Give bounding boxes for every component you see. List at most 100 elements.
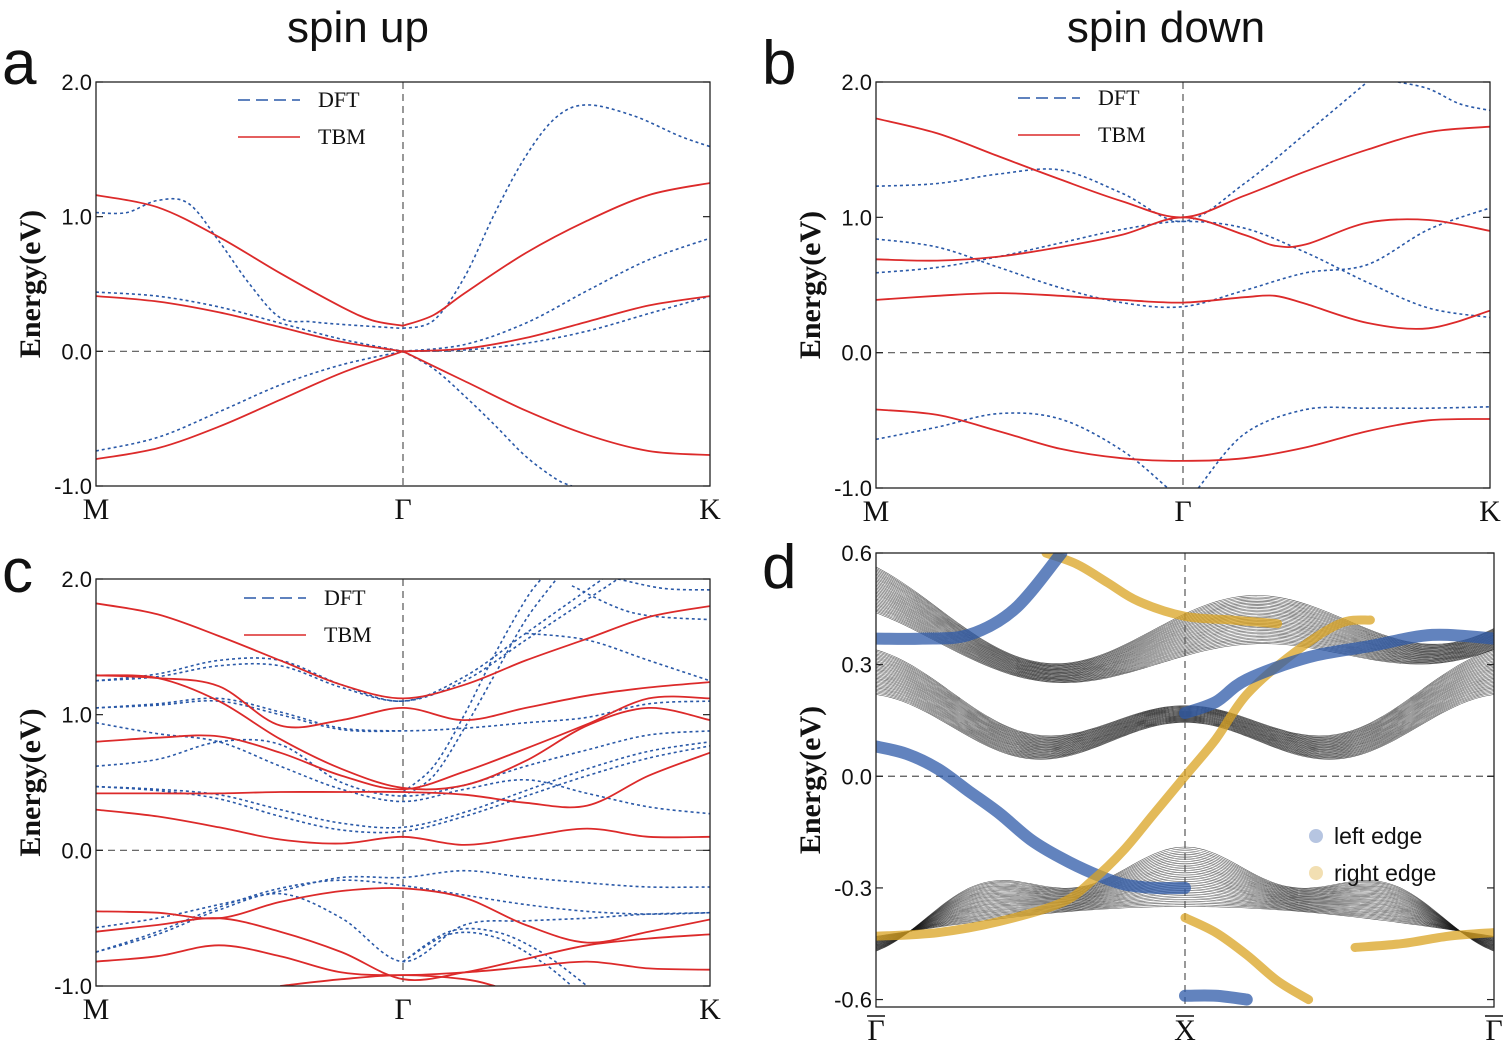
legend-label: TBM [318,124,366,149]
series-left-edge-6 [1179,628,1494,719]
series-dft-9 [96,730,710,797]
x-tick-label: Γ [1174,495,1191,528]
slab-band [876,602,1494,679]
series-tbm-11 [96,350,404,460]
series-tbm-19 [96,674,710,729]
slab-band [876,897,1494,939]
series-dft-2 [402,579,558,797]
panel-a: 2.0 1.0 0.0 -1.0M Γ K Energy(eV) DFT TBM [14,70,721,526]
y-tick-label: 0.0 [841,341,872,366]
y-tick-label: 0.3 [841,653,872,678]
legend-label: TBM [1098,122,1146,147]
series-tbm-25 [96,917,710,981]
panel-c: 2.0 1.0 0.0 -1.0M Γ K Energy(eV) DFT TBM [14,567,721,1026]
slab-band [876,862,1494,948]
series-dft-17 [402,931,573,986]
slab-band [876,587,1494,673]
slab-band [876,875,1494,945]
slab-band [876,899,1494,939]
slab-band [876,686,1494,756]
series-dft-5 [402,295,710,353]
series-left-edge-5 [876,553,1068,645]
legend-label: left edge [1334,823,1422,849]
series-dft-12 [96,722,710,815]
series-dft-6 [402,350,573,486]
series-dft-4 [876,412,1169,488]
slab-band [876,687,1494,756]
slab-band [876,650,1494,737]
column-title-spin-up: spin up [287,3,429,52]
series-tbm-9 [876,408,1490,462]
y-tick-label: -1.0 [54,974,92,999]
slab-band [876,649,1494,737]
axes-frame [95,81,711,487]
slab-band [876,591,1494,675]
legend-label: DFT [318,87,360,112]
x-tick-label: K [1479,495,1501,528]
series-right-edge-2 [1180,913,1314,1005]
series-tbm-21 [96,674,710,791]
series-dft-16 [402,927,588,986]
x-tick-label: X [1174,1014,1196,1047]
series-tbm-7 [96,194,404,327]
axes-frame [95,578,711,987]
slab-band [876,852,1494,951]
panel-b: 2.0 1.0 0.0 -1.0M Γ K Energy(eV) DFT TBM [794,70,1501,528]
x-tick-label: Γ [394,993,411,1026]
slab-band [876,588,1494,674]
slab-band [876,690,1494,758]
x-tick-label: M [863,495,890,528]
y-tick-label: 0.0 [61,838,92,863]
series-right-edge-3 [1350,928,1494,952]
legend-marker [1309,866,1323,880]
y-tick-label: 1.0 [61,205,92,230]
x-tick-label: M [83,993,110,1026]
x-tick-label: K [699,993,721,1026]
column-title-spin-down: spin down [1067,3,1265,52]
slab-band [876,688,1494,757]
series-dft-0 [96,197,404,330]
y-tick-label: 1.0 [61,703,92,728]
y-tick-label: -0.6 [834,988,872,1013]
panel-label-c: c [2,537,33,606]
series-tbm-7 [876,216,1490,262]
series-dft-13 [96,869,710,929]
x-tick-label: M [83,493,110,526]
slab-band [876,590,1494,674]
series-tbm-27 [280,974,496,986]
series-dft-8 [96,697,404,732]
slab-band [876,601,1494,679]
y-axis-label: Energy(eV) [794,211,827,359]
x-tick-label: Γ [394,493,411,526]
series-dft-4 [96,350,404,452]
x-tick-label: K [699,493,721,526]
slab-band [876,871,1494,946]
series-left-edge-7 [1179,989,1253,1006]
slab-band [876,604,1494,680]
legend-label: TBM [324,622,372,647]
series-tbm-23 [96,808,710,846]
series-dft-2 [876,207,1490,309]
series-dft-1 [1397,82,1490,112]
series-dft-5 [571,585,710,621]
legend-label: DFT [324,585,366,610]
series-tbm-9 [96,295,404,353]
slab-band [876,652,1494,738]
x-tick-label: Γ [867,1014,884,1047]
legend-label: DFT [1098,85,1140,110]
y-tick-label: 2.0 [61,567,92,592]
series-dft-5 [1197,406,1490,488]
y-tick-label: 1.0 [841,205,872,230]
series-tbm-12 [402,350,710,456]
series-tbm-10 [402,295,710,353]
slab-band [876,873,1494,945]
legend-marker [1309,829,1323,843]
axes-frame [875,81,1491,489]
series-tbm-8 [402,182,710,327]
series-tbm-18 [96,602,710,700]
series-right-edge-4 [1041,553,1283,629]
panel-label-b: b [762,29,796,98]
series-tbm-8 [876,292,1490,330]
